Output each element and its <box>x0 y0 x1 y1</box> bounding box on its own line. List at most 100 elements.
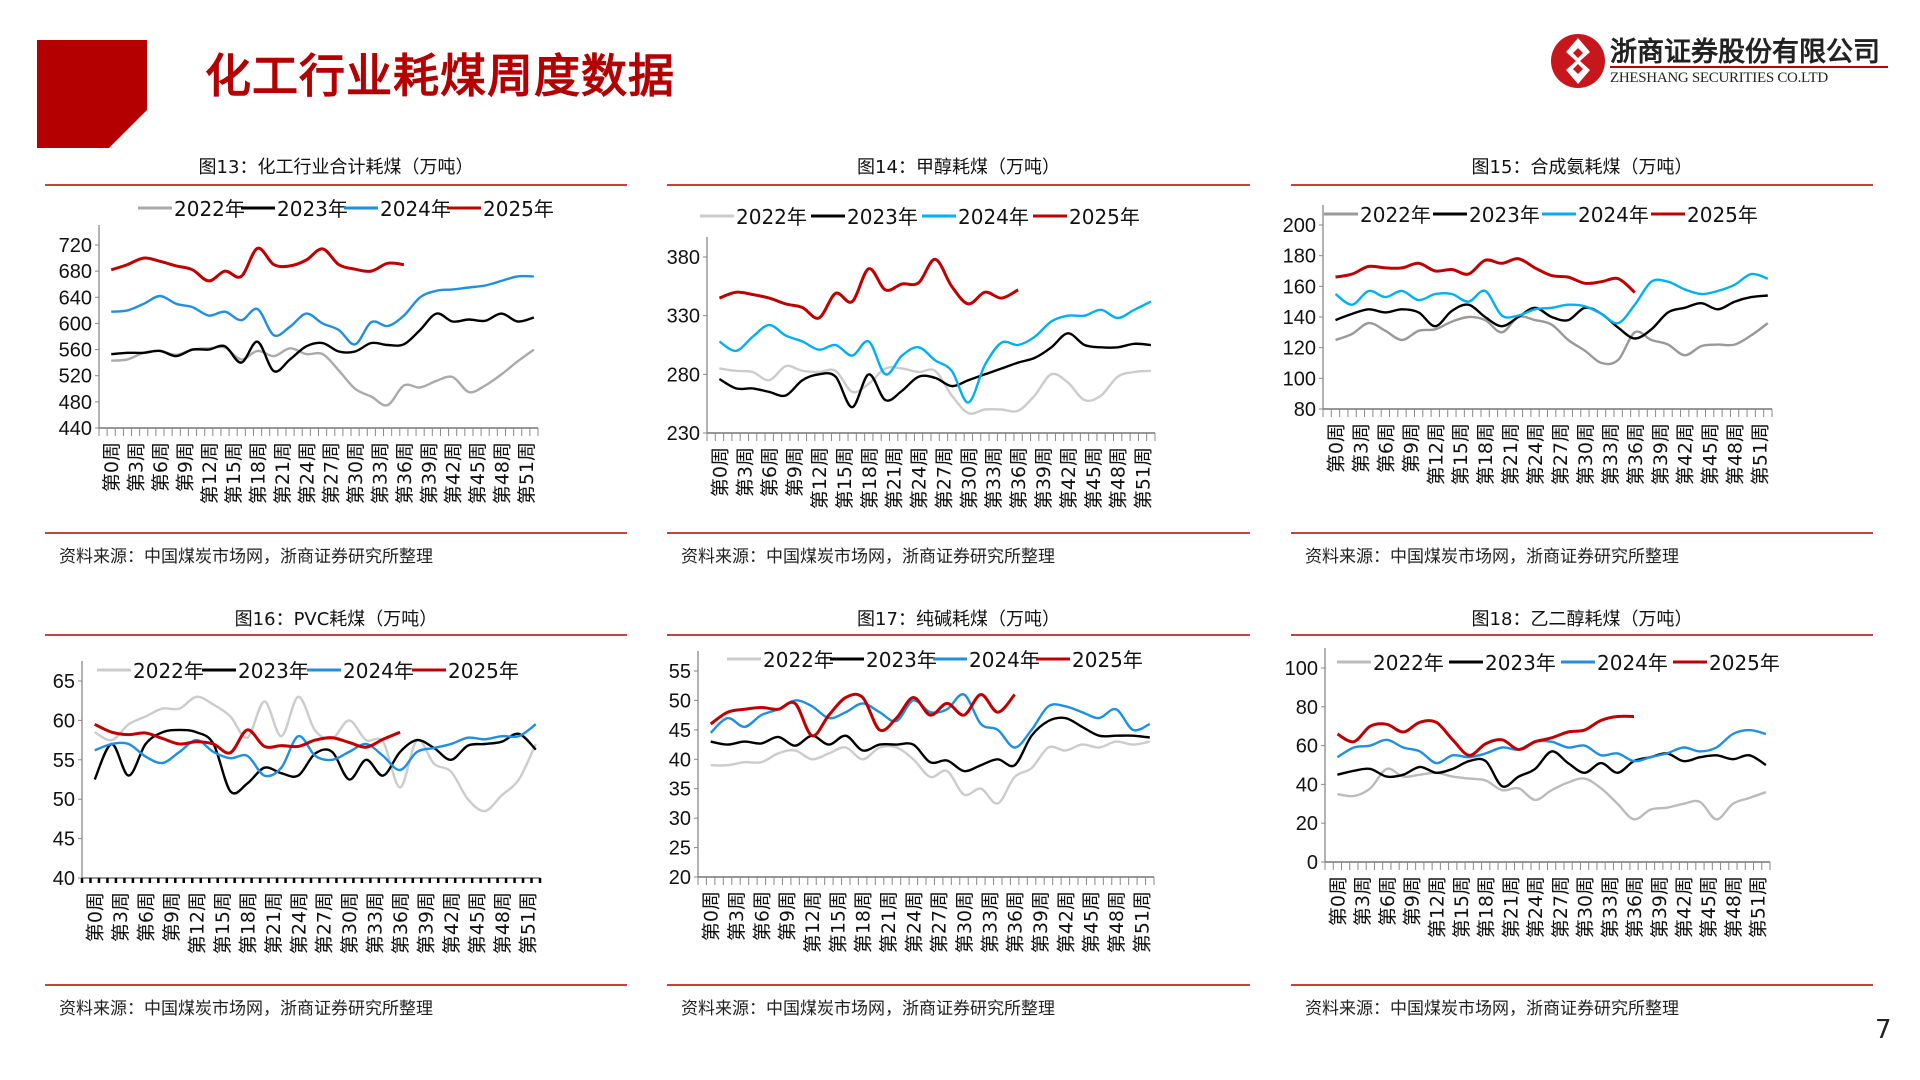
x-tick-label: 第0周 <box>1325 423 1347 473</box>
x-tick-label: 第48周 <box>1106 891 1128 953</box>
series-line-2023年 <box>111 312 535 373</box>
x-tick-label: 第3周 <box>1352 876 1374 926</box>
x-tick-label: 第15周 <box>1451 876 1473 938</box>
y-tick-label: 65 <box>53 671 75 693</box>
x-tick-label: 第12周 <box>1425 423 1447 485</box>
y-tick-label: 50 <box>53 789 75 811</box>
series-line-2024年 <box>111 274 534 346</box>
series-line-2025年 <box>110 246 405 283</box>
x-tick-label: 第21周 <box>1500 423 1522 485</box>
legend-label: 2023年 <box>277 197 348 221</box>
x-tick-label: 第30周 <box>345 442 367 504</box>
company-logo: 浙商证券股份有限公司 ZHESHANG SECURITIES CO.LTD <box>1550 28 1890 94</box>
y-tick-label: 330 <box>667 306 700 328</box>
x-tick-label: 第3周 <box>126 442 148 492</box>
y-tick-label: 600 <box>59 313 92 335</box>
x-tick-label: 第27周 <box>1550 423 1572 485</box>
series-line-2022年 <box>94 695 537 813</box>
x-tick-label: 第39周 <box>1033 447 1055 509</box>
x-tick-label: 第48周 <box>491 442 513 504</box>
x-tick-label: 第36周 <box>394 442 416 504</box>
legend-label: 2025年 <box>1687 203 1758 227</box>
chart-title: 图14：甲醇耗煤（万吨） <box>857 157 1060 178</box>
x-tick-label: 第51周 <box>1133 447 1155 509</box>
series-line-2025年 <box>718 257 1019 320</box>
y-tick-label: 280 <box>667 364 700 386</box>
x-tick-label: 第42周 <box>443 442 465 504</box>
series-line-2022年 <box>1337 767 1767 821</box>
x-tick-label: 第51周 <box>517 892 539 954</box>
x-tick-label: 第18周 <box>853 891 875 953</box>
x-tick-label: 第24周 <box>296 442 318 504</box>
x-tick-label: 第15周 <box>212 892 234 954</box>
x-tick-label: 第21周 <box>272 442 294 504</box>
x-tick-label: 第15周 <box>834 447 856 509</box>
chart-bottom-rule <box>667 532 1250 534</box>
x-tick-label: 第24周 <box>1525 876 1547 938</box>
series-line-2024年 <box>1336 728 1767 765</box>
chart-top-rule <box>667 184 1250 186</box>
legend-label: 2024年 <box>969 648 1040 672</box>
legend-label: 2022年 <box>1373 651 1444 675</box>
x-tick-label: 第9周 <box>161 892 183 942</box>
legend-label: 2022年 <box>736 205 807 229</box>
legend-label: 2022年 <box>174 197 245 221</box>
x-tick-label: 第36周 <box>390 892 412 954</box>
x-tick-label: 第27周 <box>933 447 955 509</box>
x-tick-label: 第24周 <box>1525 423 1547 485</box>
series-line-2023年 <box>93 728 537 795</box>
legend-label: 2025年 <box>1072 648 1143 672</box>
x-tick-label: 第33周 <box>365 892 387 954</box>
x-tick-label: 第48周 <box>1725 423 1747 485</box>
chart-source: 资料来源：中国煤炭市场网，浙商证券研究所整理 <box>681 547 1055 567</box>
series-line-2024年 <box>1334 272 1769 325</box>
x-tick-label: 第30周 <box>958 447 980 509</box>
chart-bottom-rule <box>45 984 627 986</box>
x-tick-label: 第45周 <box>1700 423 1722 485</box>
x-tick-label: 第18周 <box>237 892 259 954</box>
y-tick-label: 0 <box>1307 852 1318 874</box>
y-tick-label: 60 <box>1296 736 1318 758</box>
legend-label: 2024年 <box>958 205 1029 229</box>
x-tick-label: 第36周 <box>1005 891 1027 953</box>
x-tick-label: 第15周 <box>827 891 849 953</box>
chart-bottom-rule <box>1291 984 1873 986</box>
y-tick-label: 560 <box>59 340 92 362</box>
y-tick-label: 100 <box>1283 368 1316 390</box>
legend-label: 2025年 <box>1709 651 1780 675</box>
x-tick-label: 第21周 <box>263 892 285 954</box>
chart-source: 资料来源：中国煤炭市场网，浙商证券研究所整理 <box>59 547 433 567</box>
x-tick-label: 第42周 <box>1055 891 1077 953</box>
y-tick-label: 440 <box>59 418 92 440</box>
y-tick-label: 160 <box>1283 276 1316 298</box>
x-tick-label: 第30周 <box>954 891 976 953</box>
x-tick-label: 第0周 <box>101 442 123 492</box>
x-tick-label: 第45周 <box>466 892 488 954</box>
series-line-2025年 <box>1336 714 1635 757</box>
x-tick-label: 第24周 <box>909 447 931 509</box>
x-tick-label: 第9周 <box>1400 423 1422 473</box>
x-tick-label: 第12周 <box>802 891 824 953</box>
legend-label: 2023年 <box>866 648 937 672</box>
x-tick-label: 第9周 <box>1402 876 1424 926</box>
legend-label: 2023年 <box>847 205 918 229</box>
series-line-2022年 <box>710 740 1151 805</box>
series-line-2022年 <box>1335 315 1769 366</box>
series-line-2025年 <box>94 722 401 755</box>
page-title: 化工行业耗煤周度数据 <box>205 49 675 103</box>
y-tick-label: 480 <box>59 392 92 414</box>
y-tick-label: 120 <box>1283 338 1316 360</box>
chart-title: 图18：乙二醇耗煤（万吨） <box>1471 609 1693 630</box>
x-tick-label: 第0周 <box>709 447 731 497</box>
y-tick-label: 180 <box>1283 246 1316 268</box>
logo-divider <box>1610 66 1888 68</box>
y-tick-label: 680 <box>59 261 92 283</box>
x-tick-label: 第12周 <box>199 442 221 504</box>
x-tick-label: 第27周 <box>1550 876 1572 938</box>
x-tick-label: 第42周 <box>1673 876 1695 938</box>
chart-bottom-rule <box>45 532 627 534</box>
chart-bottom-rule <box>1291 532 1873 534</box>
y-tick-label: 20 <box>1296 813 1318 835</box>
x-tick-label: 第30周 <box>339 892 361 954</box>
x-tick-label: 第42周 <box>441 892 463 954</box>
